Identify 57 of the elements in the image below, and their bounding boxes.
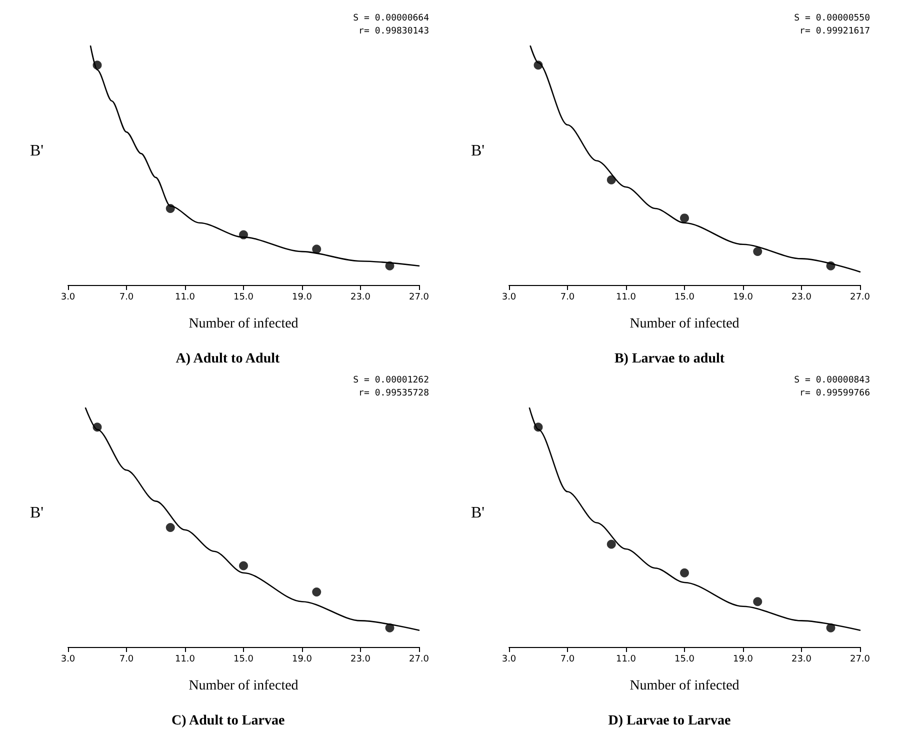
point xyxy=(239,561,248,570)
text: D) Larvae to Larvae xyxy=(608,714,731,728)
x-tick-label: 11.0 xyxy=(174,292,196,302)
y-axis-title: B' xyxy=(30,142,44,160)
x-tick-label: 7.0 xyxy=(119,292,134,302)
y-axis-title: B' xyxy=(471,504,485,522)
x-tick-label: 23.0 xyxy=(791,654,812,664)
x-tick-label: 3.0 xyxy=(502,654,516,664)
x-axis-title: Number of infected xyxy=(188,316,298,332)
text: r= 0.99535728 xyxy=(358,388,430,398)
x-tick-label: 3.0 xyxy=(502,292,516,302)
point xyxy=(312,244,322,254)
text: S = 0.00001262 xyxy=(353,376,429,386)
text: A) Adult to Adult xyxy=(176,352,280,366)
x-tick-label: 3.0 xyxy=(60,292,76,302)
x-tick-label: 27.0 xyxy=(850,654,870,664)
text: r= 0.99599766 xyxy=(800,388,870,398)
x-tick-label: 19.0 xyxy=(292,292,312,302)
text: B) Larvae to adult xyxy=(614,352,725,366)
point xyxy=(680,214,689,223)
text: S = 0.00000550 xyxy=(794,14,870,24)
x-tick-label: 19.0 xyxy=(732,654,754,664)
x-tick-label: 7.0 xyxy=(560,654,575,664)
x-axis-title: Number of infected xyxy=(630,316,740,332)
x-tick-label: 19.0 xyxy=(292,654,312,664)
x-tick-label: 15.0 xyxy=(674,292,695,302)
text: r= 0.99830143 xyxy=(358,26,430,36)
point xyxy=(166,523,175,532)
x-tick-label: 3.0 xyxy=(60,654,76,664)
y-axis-title: B' xyxy=(471,142,485,160)
x-tick-label: 27.0 xyxy=(408,292,430,302)
x-tick-label: 11.0 xyxy=(616,292,636,302)
x-tick-label: 15.0 xyxy=(233,654,254,664)
point xyxy=(680,568,689,578)
y-axis-title: B' xyxy=(30,504,44,522)
x-axis-title: Number of infected xyxy=(188,678,298,694)
x-axis-title: Number of infected xyxy=(630,678,740,694)
text: C) Adult to Larvae xyxy=(172,714,285,728)
x-tick-label: 7.0 xyxy=(119,654,134,664)
x-tick-label: 23.0 xyxy=(791,292,812,302)
point xyxy=(753,597,762,606)
x-tick-label: 27.0 xyxy=(850,292,870,302)
point xyxy=(753,247,762,256)
x-tick-label: 23.0 xyxy=(350,654,371,664)
text: S = 0.00000843 xyxy=(794,376,870,386)
text: S = 0.00000664 xyxy=(353,14,429,24)
x-tick-label: 11.0 xyxy=(174,654,196,664)
x-tick-label: 15.0 xyxy=(674,654,695,664)
x-tick-label: 19.0 xyxy=(732,292,754,302)
x-tick-label: 27.0 xyxy=(408,654,430,664)
text: r= 0.99921617 xyxy=(800,26,870,36)
point xyxy=(606,540,616,549)
x-tick-label: 15.0 xyxy=(233,292,254,302)
x-tick-label: 23.0 xyxy=(350,292,371,302)
point xyxy=(312,588,322,597)
x-tick-label: 7.0 xyxy=(560,292,575,302)
x-tick-label: 11.0 xyxy=(616,654,636,664)
